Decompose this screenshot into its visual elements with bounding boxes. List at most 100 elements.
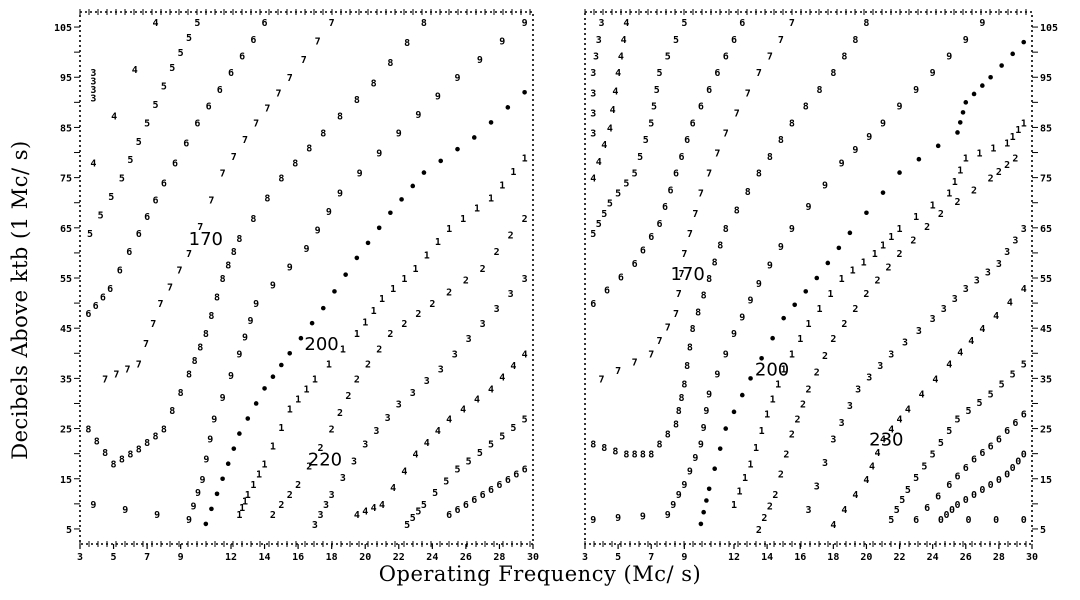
contour-dot [963, 100, 969, 105]
contour-digit-6: 6 [93, 301, 99, 312]
contour-digit-3: 3 [888, 349, 894, 360]
contour-digit-4: 4 [510, 361, 516, 372]
contour-dot [825, 260, 831, 266]
contour-digit-2: 2 [337, 408, 343, 419]
contour-digit-8: 8 [169, 406, 175, 417]
contour-digit-5: 5 [999, 379, 1005, 390]
contour-digit-3: 3 [930, 314, 936, 325]
contour-digit-2: 2 [376, 344, 382, 355]
contour-dot [270, 374, 276, 380]
contour-digit-4: 4 [607, 123, 613, 134]
contour-digit-9: 9 [640, 512, 646, 523]
contour-digit-3: 3 [996, 259, 1002, 270]
contour-digit-5: 5 [194, 18, 200, 29]
contour-digit-6: 6 [714, 68, 720, 79]
contour-dot [701, 509, 706, 515]
contour-digit-7: 7 [287, 73, 293, 84]
contour-digit-9: 9 [805, 202, 811, 213]
y-tick-label: 105 [54, 23, 72, 34]
contour-digit-2: 2 [317, 443, 323, 454]
contour-digit-4: 4 [897, 415, 903, 426]
contour-digit-6: 6 [604, 286, 610, 297]
contour-digit-7: 7 [767, 51, 773, 62]
contour-digit-7: 7 [615, 366, 621, 377]
y-tick-label: 35 [1040, 374, 1052, 385]
contour-digit-8: 8 [161, 425, 167, 436]
contour-digit-1: 1 [287, 404, 293, 415]
contour-digit-8: 8 [236, 234, 242, 245]
contour-digit-7: 7 [158, 299, 164, 310]
contour-digit-8: 8 [681, 379, 687, 390]
contour-digit-2: 2 [1012, 154, 1018, 165]
contour-digit-4: 4 [413, 450, 419, 461]
contour-digit-8: 8 [292, 159, 298, 170]
contour-digit-9: 9 [979, 18, 985, 29]
contour-digit-8: 8 [745, 187, 751, 198]
contour-digit-1: 1 [499, 180, 505, 191]
contour-digit-6: 6 [632, 259, 638, 270]
contour-digit-8: 8 [612, 446, 618, 457]
x-tick-label: 24 [927, 552, 939, 563]
contour-dot [957, 120, 963, 125]
contour-digit-3: 3 [90, 68, 96, 79]
contour-digit-6: 6 [194, 118, 200, 129]
contour-dot [880, 190, 886, 195]
contour-digit-5: 5 [654, 85, 660, 96]
contour-digit-1: 1 [952, 177, 958, 188]
contour-digit-2: 2 [814, 368, 820, 379]
contour-digit-9: 9 [326, 207, 332, 218]
contour-digit-1: 1 [401, 274, 407, 285]
contour-digit-5: 5 [632, 169, 638, 180]
contour-digit-2: 2 [345, 391, 351, 402]
plot-frame [79, 11, 534, 545]
contour-digit-3: 3 [902, 338, 908, 349]
contour-digit-3: 3 [329, 490, 335, 501]
contour-digit-5: 5 [186, 33, 192, 44]
contour-digit-7: 7 [632, 358, 638, 369]
contour-digit-3: 3 [805, 505, 811, 516]
contour-digit-4: 4 [905, 404, 911, 415]
contour-digit-8: 8 [841, 51, 847, 62]
contour-digit-6: 6 [656, 219, 662, 230]
contour-digit-6: 6 [505, 475, 511, 486]
contour-digit-3: 3 [424, 376, 430, 387]
contour-dot [253, 401, 259, 406]
contour-digit-1: 1 [379, 294, 385, 305]
contour-dot [803, 289, 809, 294]
contour-digit-8: 8 [197, 343, 203, 354]
contour-dot [214, 491, 220, 497]
x-axis-title: Operating Frequency (Mc/ s) [378, 562, 702, 586]
contour-digit-4: 4 [522, 349, 528, 360]
contour-digit-8: 8 [601, 443, 607, 454]
contour-digit-4: 4 [888, 425, 894, 436]
contour-digit-7: 7 [143, 339, 149, 350]
contour-digit-4: 4 [460, 404, 466, 415]
contour-digit-1: 1 [888, 232, 894, 243]
contour-digit-8: 8 [734, 205, 740, 216]
contour-digit-2: 2 [767, 502, 773, 513]
contour-dot [712, 466, 717, 472]
contour-digit-7: 7 [186, 249, 192, 260]
contour-digit-6: 6 [250, 35, 256, 46]
contour-digit-8: 8 [679, 393, 685, 404]
contour-dot [262, 386, 267, 391]
contour-digit-8: 8 [354, 95, 360, 106]
contour-digit-5: 5 [404, 520, 410, 531]
contour-digit-7: 7 [242, 135, 248, 146]
x-tick-label: 12 [225, 552, 237, 563]
contour-digit-9: 9 [670, 500, 676, 511]
contour-digit-8: 8 [102, 448, 108, 459]
contour-digit-5: 5 [905, 485, 911, 496]
contour-digit-6: 6 [206, 102, 212, 113]
contour-digit-5: 5 [421, 500, 427, 511]
contour-digit-9: 9 [714, 369, 720, 380]
contour-dot [814, 275, 820, 281]
contour-digit-9: 9 [220, 393, 226, 404]
contour-digit-9: 9 [195, 488, 201, 499]
contour-dot [410, 183, 416, 189]
contour-dot [421, 170, 427, 175]
contour-digit-8: 8 [231, 247, 237, 258]
contour-digit-1: 1 [510, 167, 516, 178]
contour-digit-6: 6 [723, 51, 729, 62]
contour-digit-8: 8 [264, 194, 270, 205]
